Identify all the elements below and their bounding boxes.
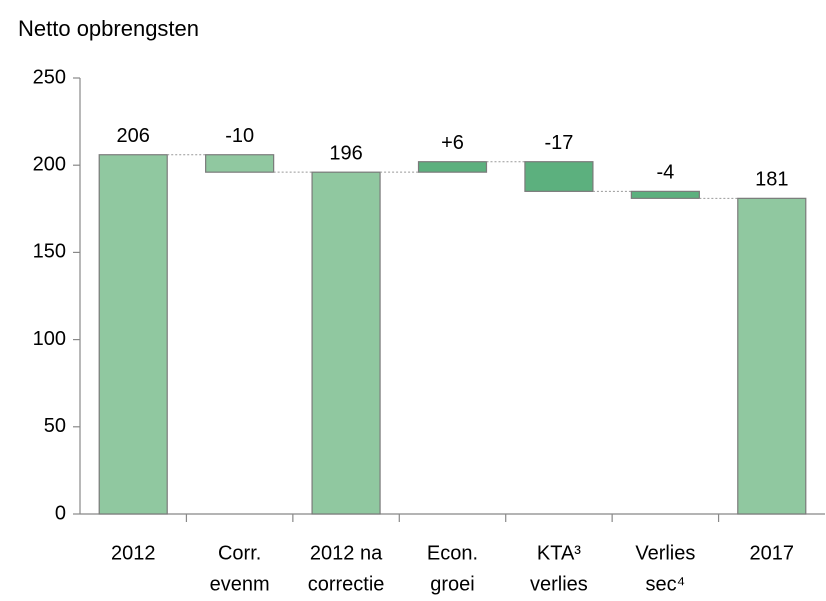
- x-tick-label: Corr.: [218, 542, 261, 564]
- value-label: -10: [225, 125, 254, 147]
- bar: [311, 171, 381, 515]
- x-tick-label: verlies: [530, 573, 588, 595]
- chart-title: Netto opbrengsten: [18, 16, 199, 41]
- value-label: +6: [441, 132, 464, 154]
- value-label: 206: [117, 125, 150, 147]
- bar: [737, 197, 807, 515]
- value-label: -17: [544, 132, 573, 154]
- bar: [205, 154, 275, 173]
- x-tick-label: 2012 na: [310, 542, 383, 564]
- y-tick-label: 50: [44, 415, 66, 437]
- x-tick-label: Verlies: [635, 542, 695, 564]
- y-tick-label: 100: [33, 328, 66, 350]
- y-tick-label: 150: [33, 241, 66, 263]
- bar: [417, 161, 488, 173]
- x-tick-label: Econ.: [427, 542, 478, 564]
- x-tick-label: groei: [430, 573, 474, 595]
- x-tick-label: KTA³: [537, 542, 581, 564]
- value-label: 196: [329, 142, 362, 164]
- x-tick-label: 2017: [750, 542, 795, 564]
- value-label: 181: [755, 169, 788, 191]
- bar: [524, 161, 594, 192]
- x-tick-label: correctie: [308, 573, 385, 595]
- bar: [630, 190, 700, 199]
- y-tick-label: 200: [33, 153, 66, 175]
- x-tick-label: 2012: [111, 542, 156, 564]
- x-tick-label: sec⁴: [645, 573, 685, 595]
- value-label: -4: [656, 162, 674, 184]
- y-tick-label: 0: [55, 502, 66, 524]
- y-tick-label: 250: [33, 66, 66, 88]
- x-tick-label: evenm: [210, 573, 270, 595]
- bar: [98, 154, 168, 515]
